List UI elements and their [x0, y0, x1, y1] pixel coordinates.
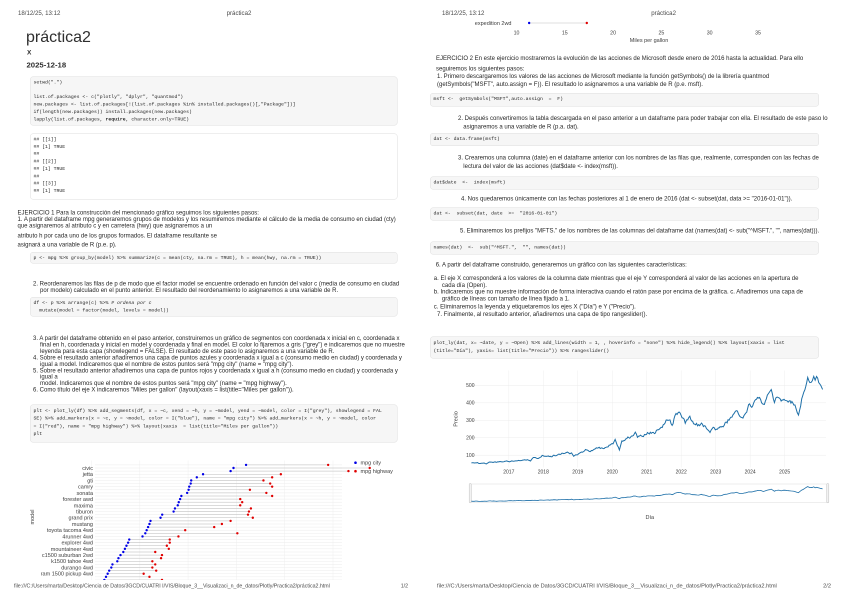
svg-text:explorer 4wd: explorer 4wd	[62, 541, 94, 547]
svg-text:expedition 2wd: expedition 2wd	[475, 21, 512, 27]
svg-text:2018: 2018	[538, 470, 549, 476]
svg-text:camry: camry	[78, 485, 93, 491]
svg-text:2020: 2020	[607, 470, 618, 476]
svg-text:mustang: mustang	[72, 522, 93, 528]
svg-text:sonata: sonata	[76, 491, 93, 497]
svg-text:2025: 2025	[779, 470, 790, 476]
svg-text:Miles per gallon: Miles per gallon	[630, 38, 669, 44]
svg-text:400: 400	[466, 401, 475, 407]
svg-text:2023: 2023	[710, 470, 721, 476]
svg-text:2022: 2022	[676, 470, 687, 476]
svg-text:civic: civic	[82, 466, 93, 472]
svg-text:300: 300	[466, 418, 475, 424]
svg-text:jetta: jetta	[82, 472, 94, 478]
svg-text:toyota tacoma 4wd: toyota tacoma 4wd	[47, 528, 93, 534]
svg-text:4runner 4wd: 4runner 4wd	[62, 534, 93, 540]
svg-text:25: 25	[658, 30, 664, 36]
svg-text:2024: 2024	[745, 470, 756, 476]
svg-text:2021: 2021	[641, 470, 652, 476]
svg-text:forester awd: forester awd	[63, 497, 93, 503]
svg-text:grand prix: grand prix	[69, 516, 94, 522]
svg-text:2019: 2019	[572, 470, 583, 476]
svg-text:2017: 2017	[503, 470, 514, 476]
svg-text:200: 200	[466, 435, 475, 441]
svg-text:model: model	[30, 510, 36, 525]
svg-text:10: 10	[514, 30, 520, 36]
svg-text:gti: gti	[87, 478, 93, 484]
svg-text:100: 100	[466, 453, 475, 459]
svg-text:c1500 suburban 2wd: c1500 suburban 2wd	[42, 553, 93, 559]
svg-text:ram 1500 pickup 4wd: ram 1500 pickup 4wd	[41, 572, 93, 578]
svg-text:35: 35	[755, 30, 761, 36]
svg-text:mountaineer 4wd: mountaineer 4wd	[51, 547, 93, 553]
svg-text:k1500 tahoe 4wd: k1500 tahoe 4wd	[51, 559, 93, 565]
svg-text:mpg city: mpg city	[361, 460, 382, 466]
svg-text:30: 30	[707, 30, 713, 36]
svg-text:Precio: Precio	[454, 411, 460, 427]
svg-text:Día: Día	[646, 515, 656, 521]
svg-text:durango 4wd: durango 4wd	[61, 565, 93, 571]
svg-text:500: 500	[466, 383, 475, 389]
svg-text:mpg highway: mpg highway	[361, 469, 394, 475]
svg-text:15: 15	[562, 30, 568, 36]
svg-text:tiburon: tiburon	[76, 509, 93, 515]
svg-text:20: 20	[610, 30, 616, 36]
svg-text:maxima: maxima	[74, 503, 94, 509]
